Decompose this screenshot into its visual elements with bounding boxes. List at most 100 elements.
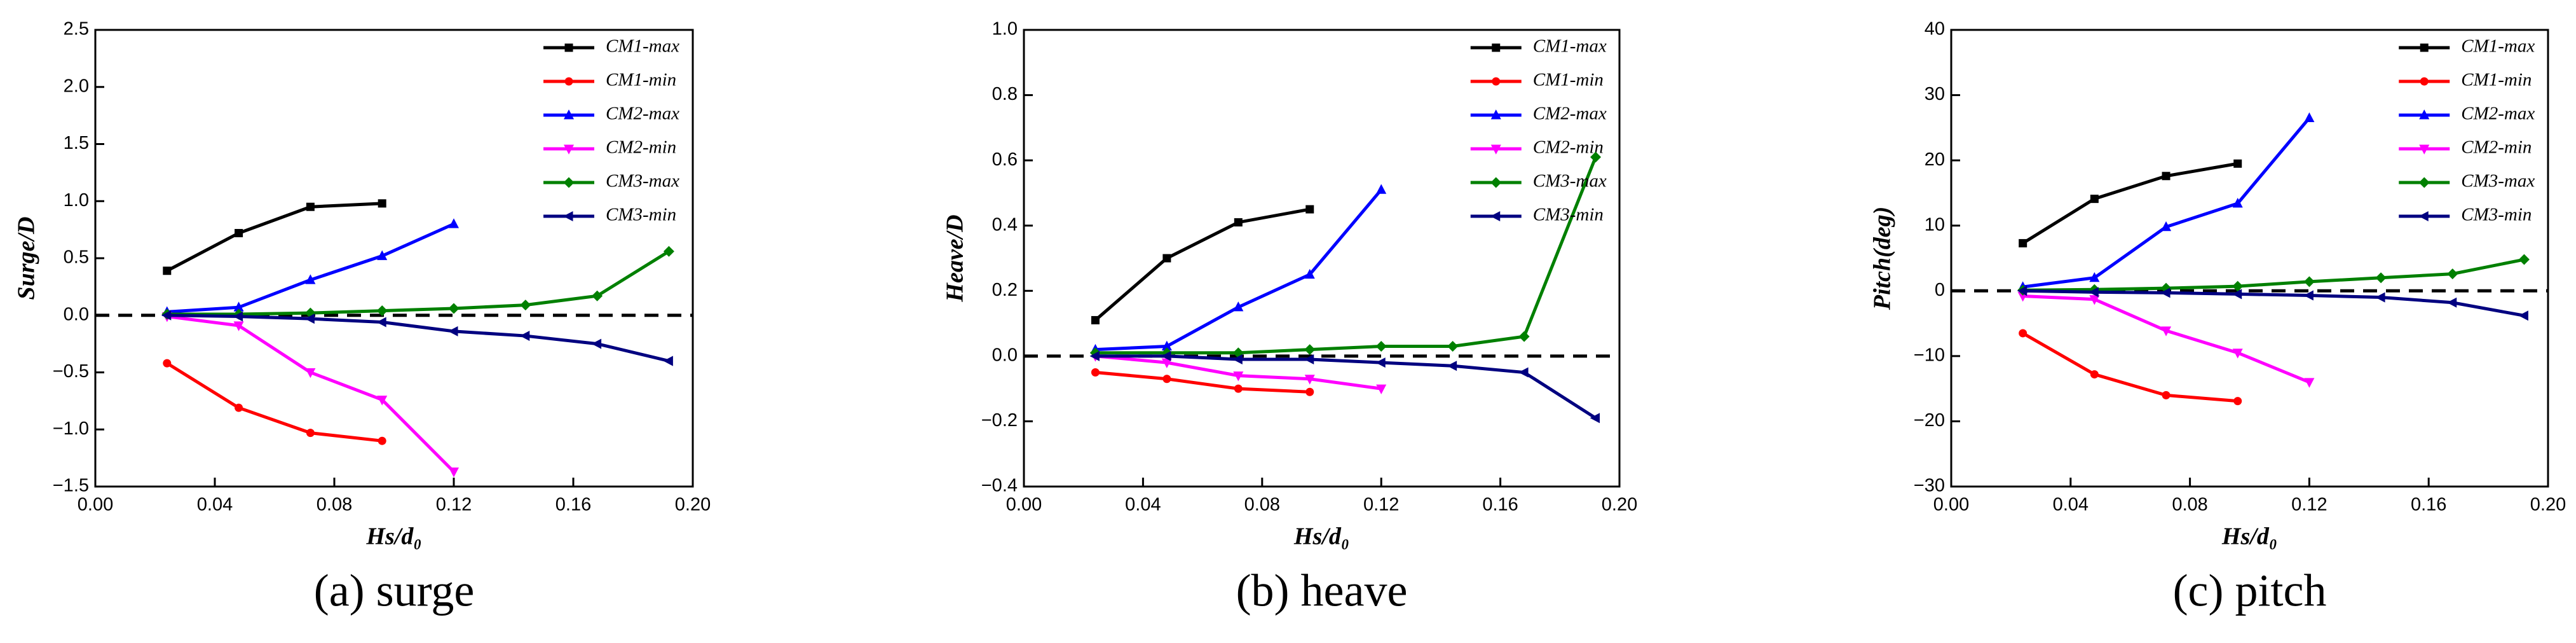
marker (2233, 397, 2242, 406)
marker (1304, 354, 1314, 365)
x-tick-label: 0.12 (1363, 495, 1399, 515)
x-tick-label: 0.08 (317, 495, 352, 515)
legend-label: CM1-min (606, 70, 676, 90)
marker (2161, 221, 2172, 232)
marker (233, 311, 243, 322)
y-axis-title: Heave/D (942, 214, 969, 302)
y-tick-label: 40 (1925, 19, 1945, 39)
marker (2232, 349, 2243, 359)
marker (563, 211, 573, 222)
x-tick-label: 0.04 (1125, 495, 1161, 515)
y-tick-label: 2.0 (64, 76, 89, 96)
marker (663, 245, 674, 257)
marker (1447, 340, 1459, 352)
marker (1091, 368, 1100, 377)
y-tick-label: −30 (1914, 476, 1945, 496)
series-line (1095, 188, 1383, 352)
x-tick-label: 0.12 (436, 495, 472, 515)
series-line (167, 222, 455, 314)
marker (1590, 151, 1602, 163)
marker (1375, 357, 1386, 368)
marker (1305, 205, 1314, 214)
x-tick-label: 0.08 (2172, 495, 2207, 515)
marker (2233, 159, 2242, 168)
marker (1304, 375, 1315, 385)
marker (2089, 272, 2100, 282)
x-tick-label: 0.00 (1933, 495, 1969, 515)
marker (1518, 367, 1529, 378)
x-tick-label: 0.16 (2411, 495, 2446, 515)
legend-label: CM3-min (1533, 205, 1604, 225)
y-tick-label: 0.2 (992, 280, 1018, 300)
legend-label: CM1-max (2461, 36, 2535, 57)
y-tick-label: −0.2 (981, 410, 1018, 431)
legend-label: CM3-max (1533, 171, 1607, 191)
y-tick-label: 2.5 (64, 19, 89, 39)
legend-label: CM2-max (1533, 104, 1607, 124)
marker (2160, 287, 2171, 298)
marker (1447, 361, 1457, 371)
marker (2162, 172, 2171, 181)
marker (1162, 375, 1171, 384)
marker (1376, 384, 1387, 395)
caption: (a) surge (314, 565, 475, 616)
legend-label: CM2-max (2461, 104, 2535, 124)
marker (233, 321, 244, 331)
marker (1490, 109, 1501, 120)
marker (520, 300, 531, 311)
marker (2089, 287, 2099, 298)
series-line (2022, 294, 2310, 384)
y-tick-label: −1.5 (53, 476, 89, 496)
x-tick-label: 0.04 (197, 495, 233, 515)
series-line (166, 362, 383, 443)
marker (2420, 43, 2429, 52)
marker (564, 77, 573, 86)
marker (163, 266, 172, 275)
marker (306, 429, 315, 438)
marker (2017, 286, 2027, 296)
marker (376, 317, 386, 328)
marker (2090, 370, 2099, 379)
marker (1233, 371, 1244, 382)
marker (2518, 254, 2530, 265)
marker (2303, 276, 2315, 287)
marker (377, 250, 388, 260)
legend-label: CM1-max (1533, 36, 1607, 57)
series-line (167, 314, 669, 363)
series-line (1095, 156, 1597, 355)
marker (305, 368, 316, 378)
series-line (166, 202, 383, 272)
marker (663, 356, 673, 366)
series-line (1095, 354, 1597, 420)
y-tick-label: 0.0 (64, 304, 89, 324)
marker (448, 303, 460, 314)
marker (1490, 144, 1501, 155)
marker (304, 314, 315, 324)
marker (2419, 144, 2430, 155)
x-tick-label: 0.16 (1482, 495, 1518, 515)
y-tick-label: 0.6 (992, 149, 1018, 170)
marker (2303, 290, 2314, 301)
legend-label: CM2-min (606, 137, 676, 158)
marker (2090, 195, 2099, 204)
marker (1304, 268, 1315, 279)
series-line (1094, 207, 1311, 322)
x-tick-label: 0.00 (1006, 495, 1042, 515)
marker (1305, 387, 1314, 396)
x-tick-label: 0.20 (2530, 495, 2566, 515)
marker (2375, 272, 2387, 284)
marker (235, 403, 243, 412)
marker (1490, 211, 1501, 222)
marker (378, 436, 386, 445)
marker (1089, 350, 1100, 361)
marker (1233, 301, 1244, 312)
marker (1304, 344, 1316, 356)
x-tick-label: 0.00 (78, 495, 113, 515)
y-tick-label: 10 (1925, 214, 1945, 235)
marker (2418, 211, 2429, 222)
y-tick-label: 1.0 (64, 190, 89, 211)
y-tick-label: 20 (1925, 149, 1945, 170)
marker (1234, 384, 1243, 393)
marker (1161, 350, 1171, 361)
